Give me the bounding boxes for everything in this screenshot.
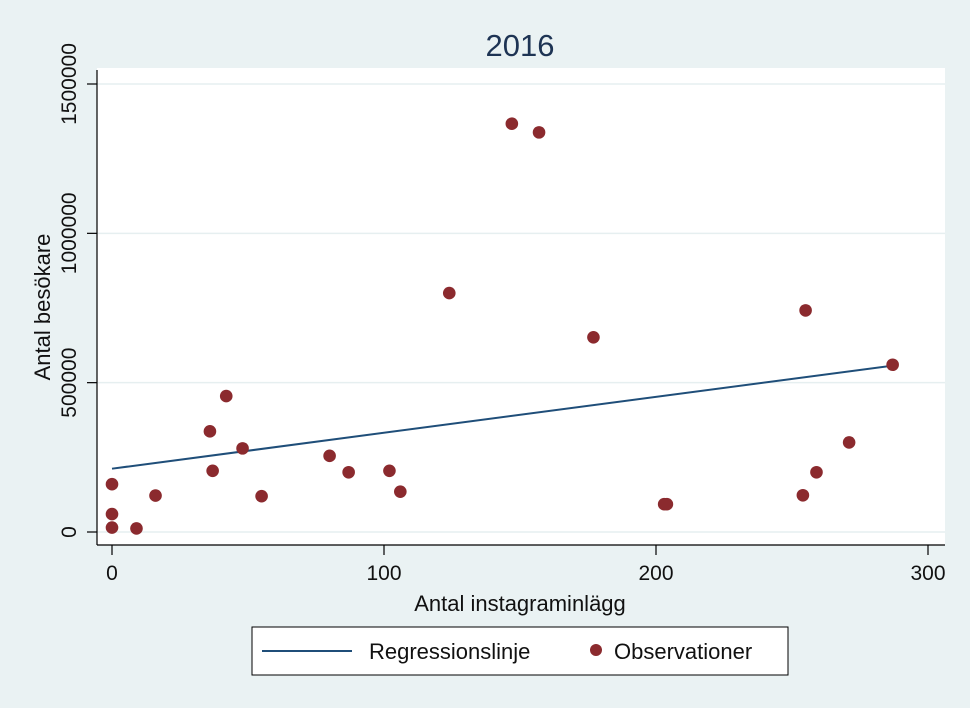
observation-point-7	[219, 389, 233, 403]
observation-point-22	[810, 465, 823, 479]
observation-point-14	[442, 286, 456, 300]
observation-point-10	[323, 449, 336, 463]
observation-point-11	[342, 465, 355, 479]
observation-point-5	[203, 425, 217, 438]
legend: Regressionslinje Observationer	[251, 626, 789, 676]
observation-point-1	[105, 507, 119, 521]
observation-point-24	[886, 358, 899, 372]
observation-point-16	[532, 126, 546, 139]
y-axis-title: Antal besökare	[30, 234, 55, 381]
gridlines	[97, 83, 945, 533]
observation-point-6	[206, 464, 219, 478]
observation-point-19	[660, 497, 674, 511]
series-layer	[105, 117, 899, 535]
x-tick-label-1: 100	[366, 562, 401, 585]
legend-label-observations: Observationer	[614, 639, 752, 664]
observation-point-4	[149, 489, 162, 502]
observation-point-2	[105, 521, 119, 534]
chart-title: 2016	[486, 28, 555, 63]
observation-point-21	[799, 304, 812, 317]
y-tick-label-2: 1000000	[58, 192, 81, 274]
y-tick-label-1: 500000	[58, 348, 81, 418]
observation-point-15	[505, 117, 519, 131]
observation-point-0	[105, 477, 119, 491]
y-tick-label-3: 1500000	[58, 43, 81, 125]
observation-point-20	[796, 488, 810, 502]
observation-point-17	[587, 330, 600, 344]
observation-point-12	[383, 464, 396, 478]
observation-point-23	[842, 436, 856, 449]
legend-marker-swatch	[590, 644, 602, 656]
legend-label-regression: Regressionslinje	[369, 639, 530, 664]
x-tick-label-3: 300	[910, 562, 945, 585]
observation-point-8	[236, 442, 249, 455]
y-tick-label-0: 0	[58, 526, 81, 538]
x-tick-label-2: 200	[638, 562, 673, 585]
observation-point-3	[130, 522, 143, 535]
axes: 0 500000 1000000 1500000 0 100 200 300	[58, 43, 946, 585]
x-tick-label-0: 0	[106, 562, 118, 585]
observation-point-13	[394, 485, 407, 498]
observation-point-9	[255, 489, 268, 503]
x-axis-title: Antal instagraminlägg	[414, 591, 626, 616]
